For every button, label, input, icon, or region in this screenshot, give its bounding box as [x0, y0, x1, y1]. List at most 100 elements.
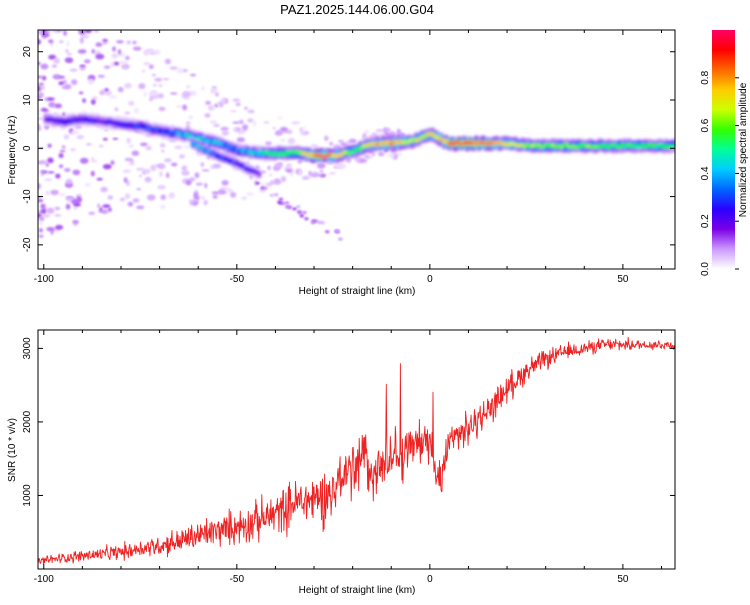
y-tick-label: 2000 [22, 410, 33, 433]
spectrogram-speckle [211, 191, 220, 195]
spectrogram-speckle [212, 163, 222, 169]
spectrogram-speckle [157, 185, 166, 190]
spectrogram-speckle [242, 124, 249, 131]
spectrogram-speckle [304, 217, 309, 221]
spectrogram-speckle [280, 138, 286, 142]
spectrogram-speckle [158, 84, 163, 87]
spectrogram-speckle [319, 169, 324, 174]
spectrogram-speckle [46, 207, 55, 214]
spectrogram-speckle [181, 170, 190, 176]
spectrogram-speckle [133, 107, 140, 114]
spectrogram-speckle [93, 30, 100, 33]
spectrogram-speckle [329, 141, 334, 146]
spectrogram-speckle [107, 195, 114, 200]
spectrogram-speckle [40, 86, 45, 90]
spectrogram-speckle [48, 101, 56, 108]
spectrogram-speckle [252, 120, 257, 127]
spectrogram-speckle [235, 127, 242, 132]
spectrogram-speckle [396, 128, 401, 134]
spectrogram-speckle [74, 202, 81, 207]
spectrogram-speckle [42, 75, 47, 81]
spectrogram-speckle [263, 186, 268, 190]
spectrogram-speckle [38, 125, 42, 132]
spectrogram-speckle [95, 42, 103, 47]
x-tick-label: -100 [34, 574, 54, 585]
spectrogram-speckle [188, 115, 193, 119]
spectrogram-speckle [329, 172, 337, 175]
spectrogram-speckle [244, 106, 248, 110]
spectrogram-speckle [132, 46, 142, 51]
spectrogram-speckle [64, 57, 74, 64]
colorbar-label: Normalized spectral amplitude [738, 82, 749, 217]
spectrogram-speckle [143, 91, 148, 97]
spectrogram-speckle [268, 173, 273, 177]
x-tick-label: 50 [617, 574, 629, 585]
spectrogram-speckle [259, 170, 267, 174]
spectrogram-speckle [63, 30, 67, 36]
spectrogram-speckle [61, 85, 71, 90]
spectrogram-speckle [310, 144, 319, 148]
y-tick-label: 10 [22, 94, 33, 106]
spectrogram-speckle [204, 182, 208, 189]
spectrogram-speckle [102, 38, 108, 43]
spectrogram-speckle [152, 83, 157, 87]
spectrogram-speckle [379, 132, 387, 137]
spectrogram-speckle [53, 57, 60, 64]
spectrogram-speckle [182, 69, 188, 72]
snr-x-label: Height of straight line (km) [299, 585, 416, 596]
spectrogram-speckle [368, 155, 373, 158]
spectrogram-speckle [38, 221, 43, 226]
spectrogram-speckle [131, 150, 140, 156]
spectrogram-speckle [284, 201, 290, 205]
spectrogram-speckle [126, 40, 131, 45]
spectrogram-speckle [123, 169, 129, 173]
spectrogram-speckle [246, 192, 255, 196]
spectrogram-speckle [65, 49, 69, 53]
spectrogram-speckle [73, 206, 78, 210]
spectrogram-speckle [45, 162, 49, 167]
spectrogram-speckle [56, 30, 62, 33]
spectrogram-speckle [274, 162, 284, 169]
spectrogram-speckle [110, 160, 115, 165]
spectrogram-speckle [235, 102, 241, 107]
spectrogram-speckle [85, 30, 90, 33]
spectrogram-speckle [116, 40, 124, 44]
spectrogram-x-axis: -100 -50 0 50 [34, 30, 662, 285]
spectrogram-speckle [149, 90, 158, 97]
spectrogram-speckle [96, 177, 103, 181]
spectrogram-speckle [121, 63, 130, 70]
spectrogram-speckle [145, 145, 152, 151]
spectrogram-ridge-segment [239, 163, 243, 167]
x-tick-label: 50 [617, 274, 629, 285]
spectrogram-speckle [141, 69, 146, 73]
y-tick-label: -10 [22, 189, 33, 204]
spectrogram-speckle [59, 193, 66, 197]
spectrogram-speckle [232, 98, 241, 102]
colorbar: 0.0 0.2 0.4 0.6 0.8 Normalized spectral ampl… [700, 30, 749, 276]
x-tick-label: 0 [427, 574, 433, 585]
spectrogram-speckle [241, 196, 248, 200]
spectrogram-speckle [162, 78, 170, 81]
spectrogram-speckle [38, 61, 41, 65]
snr-y-label: SNR (10 * v/v) [7, 418, 18, 482]
spectrogram-speckle [325, 230, 330, 234]
spectrogram-speckle [159, 143, 166, 148]
snr-series-line [38, 336, 675, 565]
spectrogram-speckle [171, 162, 178, 167]
spectrogram-speckle [38, 86, 41, 92]
spectrogram-speckle [148, 64, 154, 69]
spectrogram-speckle [42, 214, 51, 218]
spectrogram-speckle [152, 74, 156, 77]
spectrogram-speckle [113, 61, 120, 66]
spectrogram-speckle [102, 204, 111, 209]
spectrogram-speckle [75, 194, 82, 197]
x-tick-label: -50 [230, 574, 245, 585]
spectrogram-speckle [193, 195, 201, 201]
spectrogram-speckle [80, 34, 90, 39]
spectrogram-speckle [86, 143, 92, 146]
spectrogram-speckle [66, 53, 72, 55]
spectrogram-speckle [311, 172, 320, 178]
spectrogram-speckle [201, 195, 205, 200]
spectrogram-speckle [181, 165, 187, 172]
spectrogram-speckle [136, 167, 145, 171]
